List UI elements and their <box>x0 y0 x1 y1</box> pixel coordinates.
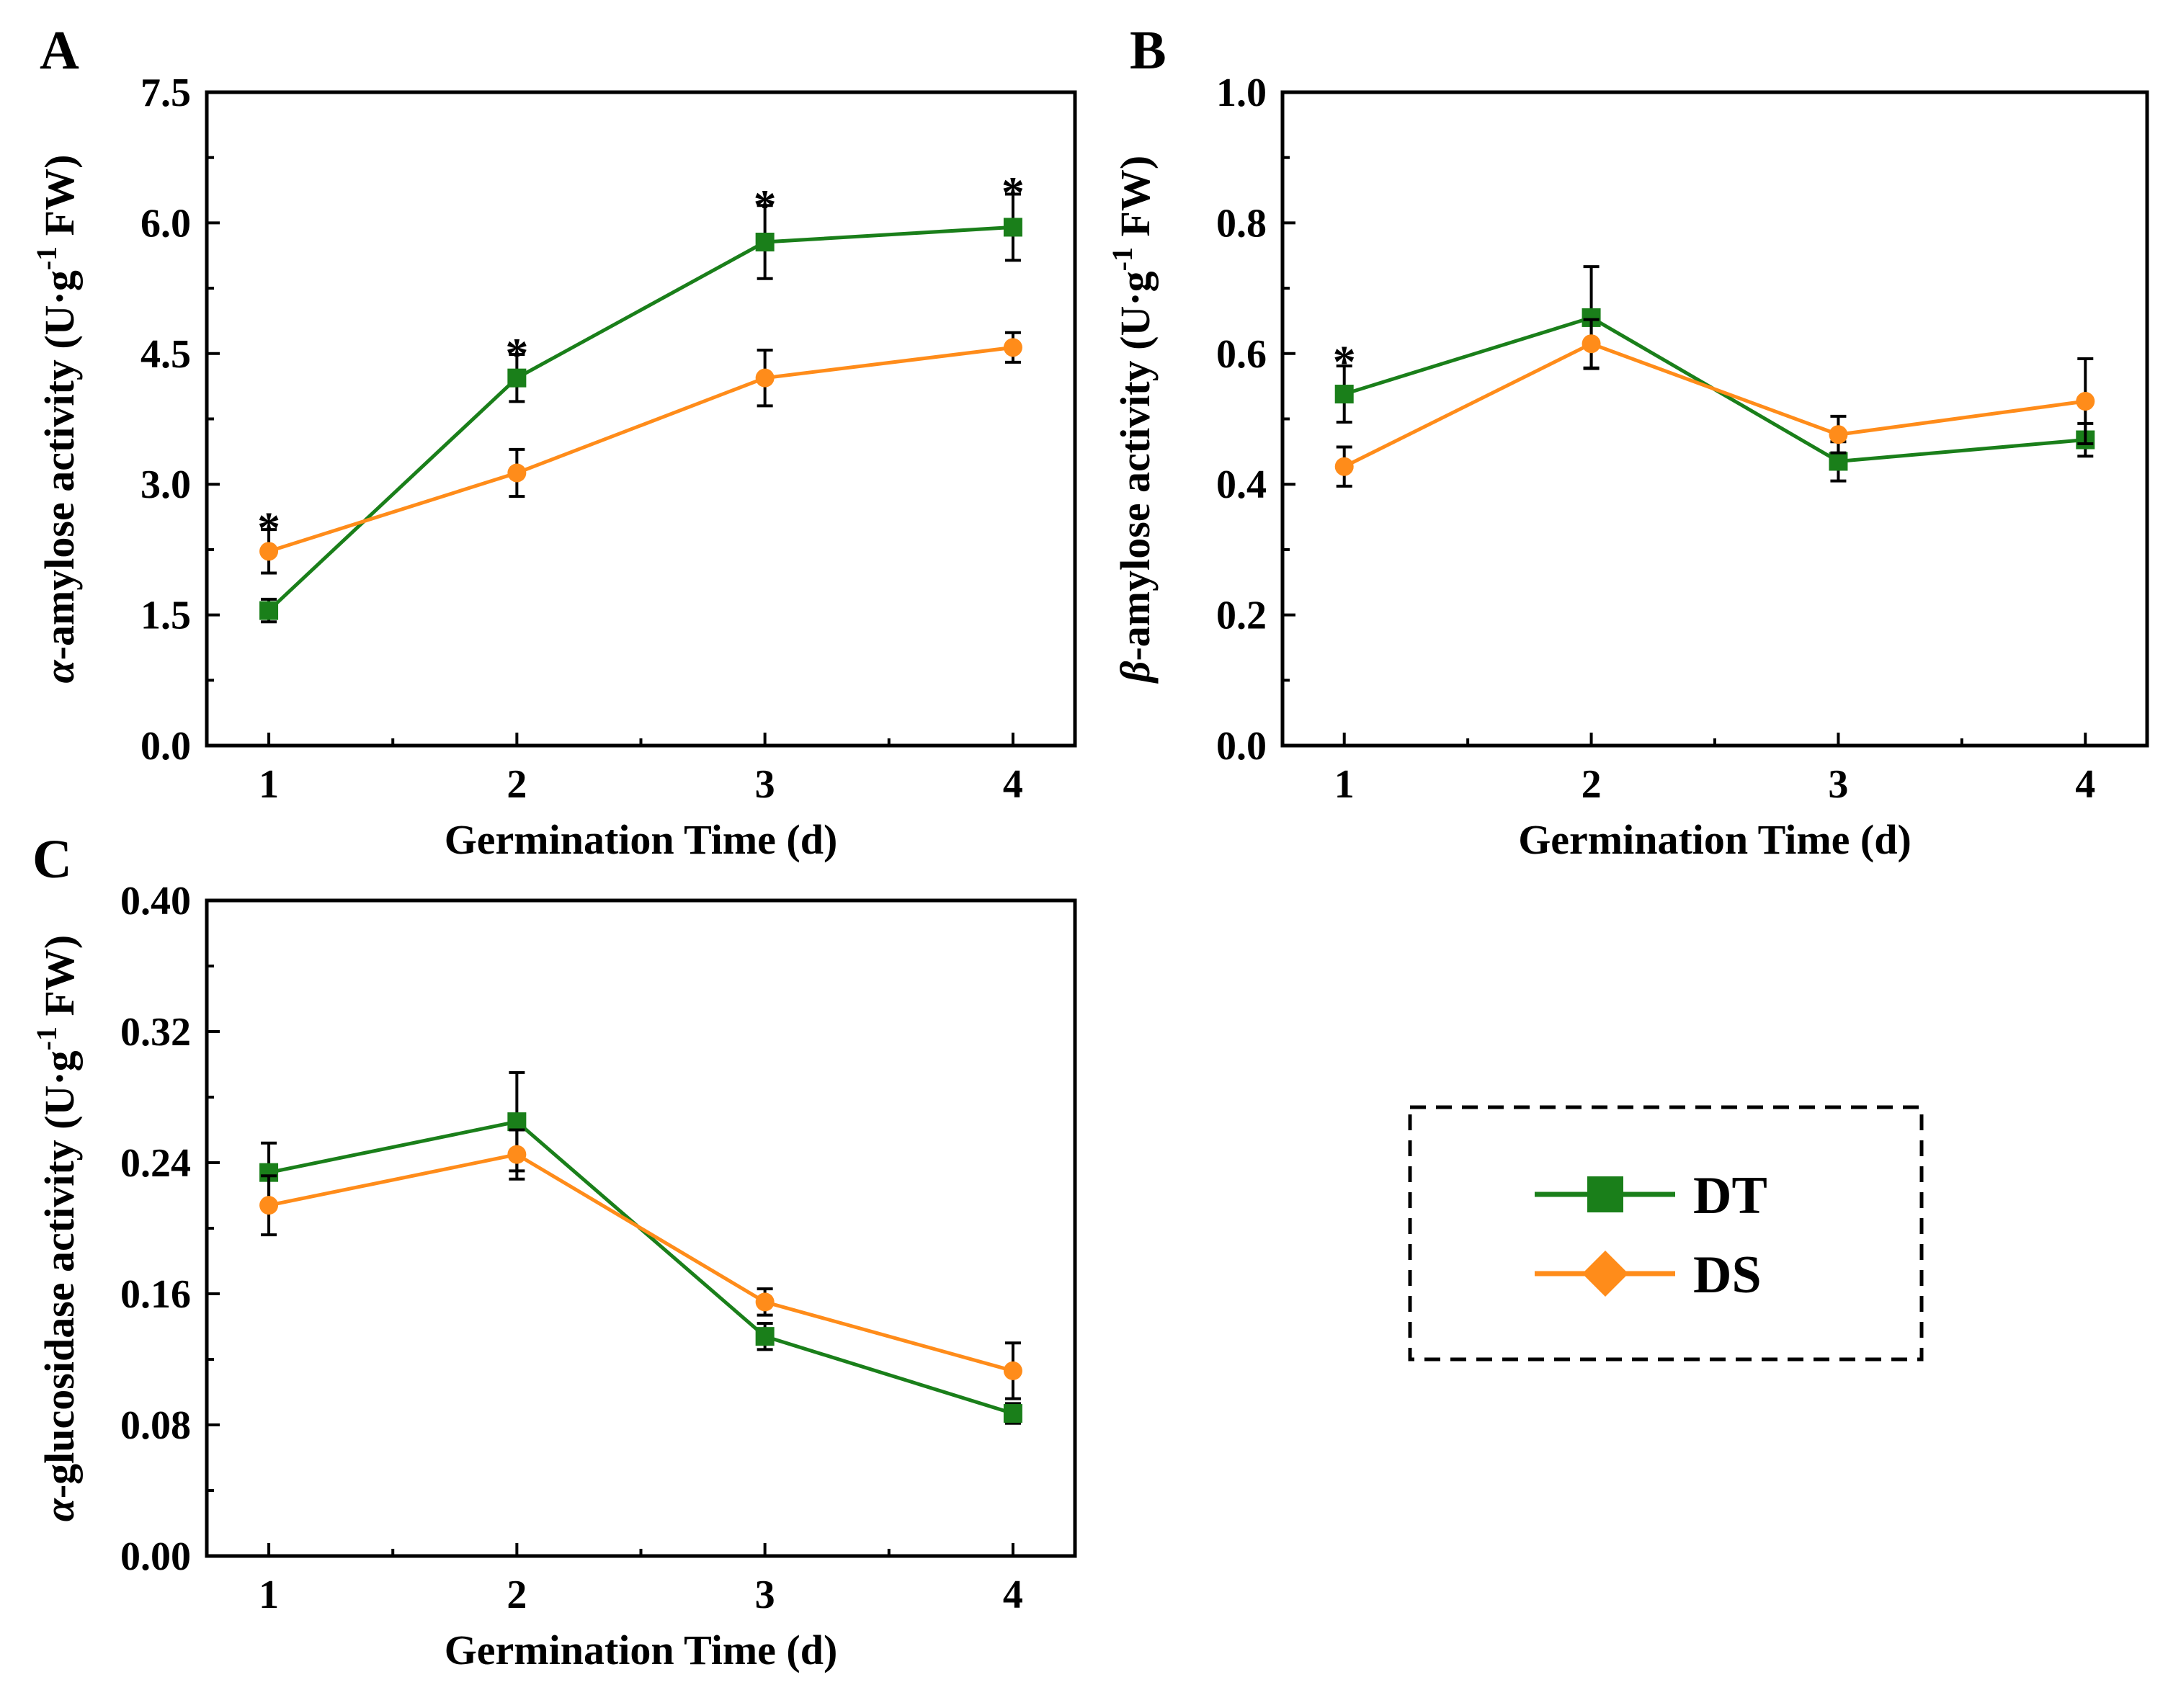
x-tick-label: 4 <box>2075 762 2095 807</box>
x-tick-label: 4 <box>1003 762 1023 807</box>
y-axis-title-greek: β <box>1112 661 1159 684</box>
legend-label-ds: DS <box>1693 1246 1762 1305</box>
y-tick-label: 0.0 <box>1216 724 1267 769</box>
y-axis-title: β-amylose activity (U·g-1 FW) <box>1106 156 1159 684</box>
y-axis-title-sup: -1 <box>1106 247 1138 271</box>
x-axis-title: Germination Time (d) <box>1518 816 1912 863</box>
y-axis-title-unit: FW) <box>36 935 83 1027</box>
y-tick-label: 0.0 <box>140 724 191 769</box>
data-point-ds <box>507 463 527 483</box>
data-point-ds <box>1334 457 1354 476</box>
data-point-dt <box>507 368 527 388</box>
legend-label-dt: DT <box>1693 1166 1767 1225</box>
data-point-ds <box>2076 392 2095 411</box>
y-tick-label: 0.08 <box>120 1403 191 1448</box>
plot-frame <box>205 90 1077 748</box>
panel-b-beta-amylose-chart: B 0.0 0.2 0.4 0.6 0.8 1.0 1 2 3 4 Germination Time … <box>1106 20 2149 863</box>
y-tick-label: 4.5 <box>140 332 191 377</box>
y-axis-title-sup: -1 <box>30 246 63 270</box>
x-tick-label: 1 <box>259 1573 279 1617</box>
data-point-dt <box>755 1327 775 1346</box>
x-tick-label: 4 <box>1003 1573 1023 1617</box>
y-axis-title-text: -amylose activity (U·g <box>36 270 83 660</box>
data-point-ds <box>507 1145 527 1164</box>
series-line-ds <box>268 345 1014 553</box>
y-axis-title-text: -glucosidase activity (U·g <box>36 1050 83 1498</box>
panel-label: C <box>32 829 72 890</box>
y-tick-label: 0.8 <box>1216 201 1267 246</box>
plot-frame <box>1280 90 2149 748</box>
y-tick-label: 7.5 <box>140 71 191 115</box>
x-tick-label: 3 <box>1828 762 1848 807</box>
y-tick-label: 0.2 <box>1216 594 1267 638</box>
data-point-dt <box>1003 1404 1022 1423</box>
y-axis-title-unit: FW) <box>36 155 83 246</box>
series-line-dt <box>267 225 1014 612</box>
legend-box <box>1408 1105 1924 1362</box>
y-tick-label: 3.0 <box>140 462 191 507</box>
y-tick-label: 0.6 <box>1216 332 1267 377</box>
series-line-ds <box>268 1152 1014 1373</box>
data-point-ds <box>1003 338 1022 357</box>
significance-star: * <box>257 503 280 554</box>
panel-a-alpha-amylose-chart: A 0.0 1.5 3.0 4.5 6.0 7.5 1 2 3 4 Germination Time … <box>30 20 1077 863</box>
data-point-ds <box>755 1292 775 1312</box>
x-axis-title: Germination Time (d) <box>445 1627 838 1673</box>
data-point-ds <box>755 368 775 388</box>
panel-c-alpha-glucosidase-chart: C 0.00 0.08 0.16 0.24 0.32 0.40 1 2 3 4 Germination… <box>30 829 1077 1673</box>
significance-star: * <box>1333 336 1356 387</box>
y-axis-title-text: -amylose activity (U·g <box>1112 271 1159 661</box>
legend: DT DS <box>1408 1105 1924 1362</box>
x-tick-label: 3 <box>755 1573 775 1617</box>
y-tick-label: 1.5 <box>140 594 191 638</box>
y-tick-label: 0.16 <box>120 1272 191 1317</box>
series-line-dt <box>268 1119 1014 1416</box>
data-point-ds <box>259 542 279 561</box>
y-tick-label: 0.24 <box>120 1141 191 1186</box>
y-axis-title-sup: -1 <box>30 1027 63 1050</box>
panel-label: A <box>40 20 79 81</box>
y-axis-title-greek: α <box>36 1498 83 1521</box>
data-point-ds <box>1829 425 1848 444</box>
panel-label: B <box>1130 20 1166 81</box>
significance-star: * <box>1002 167 1025 218</box>
data-point-dt <box>1003 218 1022 237</box>
x-tick-label: 2 <box>507 1573 527 1617</box>
y-axis-title: α-amylose activity (U·g-1 FW) <box>30 155 83 684</box>
y-tick-label: 1.0 <box>1216 71 1267 115</box>
data-point-dt <box>507 1112 527 1132</box>
y-axis-title-greek: α <box>36 659 83 683</box>
data-point-dt <box>755 233 775 252</box>
series-line-ds <box>1343 341 2086 468</box>
x-axis-title: Germination Time (d) <box>445 816 838 863</box>
y-axis-title: α-glucosidase activity (U·g-1 FW) <box>30 935 83 1522</box>
data-point-ds <box>259 1196 279 1215</box>
x-tick-label: 3 <box>755 762 775 807</box>
y-axis-title-unit: FW) <box>1112 156 1159 247</box>
y-tick-label: 0.40 <box>120 879 191 924</box>
y-tick-label: 0.32 <box>120 1010 191 1055</box>
x-tick-label: 1 <box>1334 762 1355 807</box>
y-tick-label: 0.4 <box>1216 462 1267 507</box>
data-point-dt <box>1829 452 1848 471</box>
legend-marker-square <box>1587 1176 1623 1212</box>
x-tick-label: 2 <box>507 762 527 807</box>
legend-marker-diamond <box>1582 1251 1628 1297</box>
x-tick-label: 2 <box>1582 762 1602 807</box>
x-tick-label: 1 <box>259 762 279 807</box>
data-point-dt <box>259 601 279 620</box>
data-point-ds <box>1003 1361 1022 1380</box>
significance-star: * <box>754 180 777 231</box>
data-point-ds <box>1582 334 1601 354</box>
data-point-dt <box>1334 385 1354 404</box>
significance-star: * <box>505 328 528 380</box>
y-tick-label: 6.0 <box>140 201 191 246</box>
y-tick-label: 0.00 <box>120 1534 191 1579</box>
